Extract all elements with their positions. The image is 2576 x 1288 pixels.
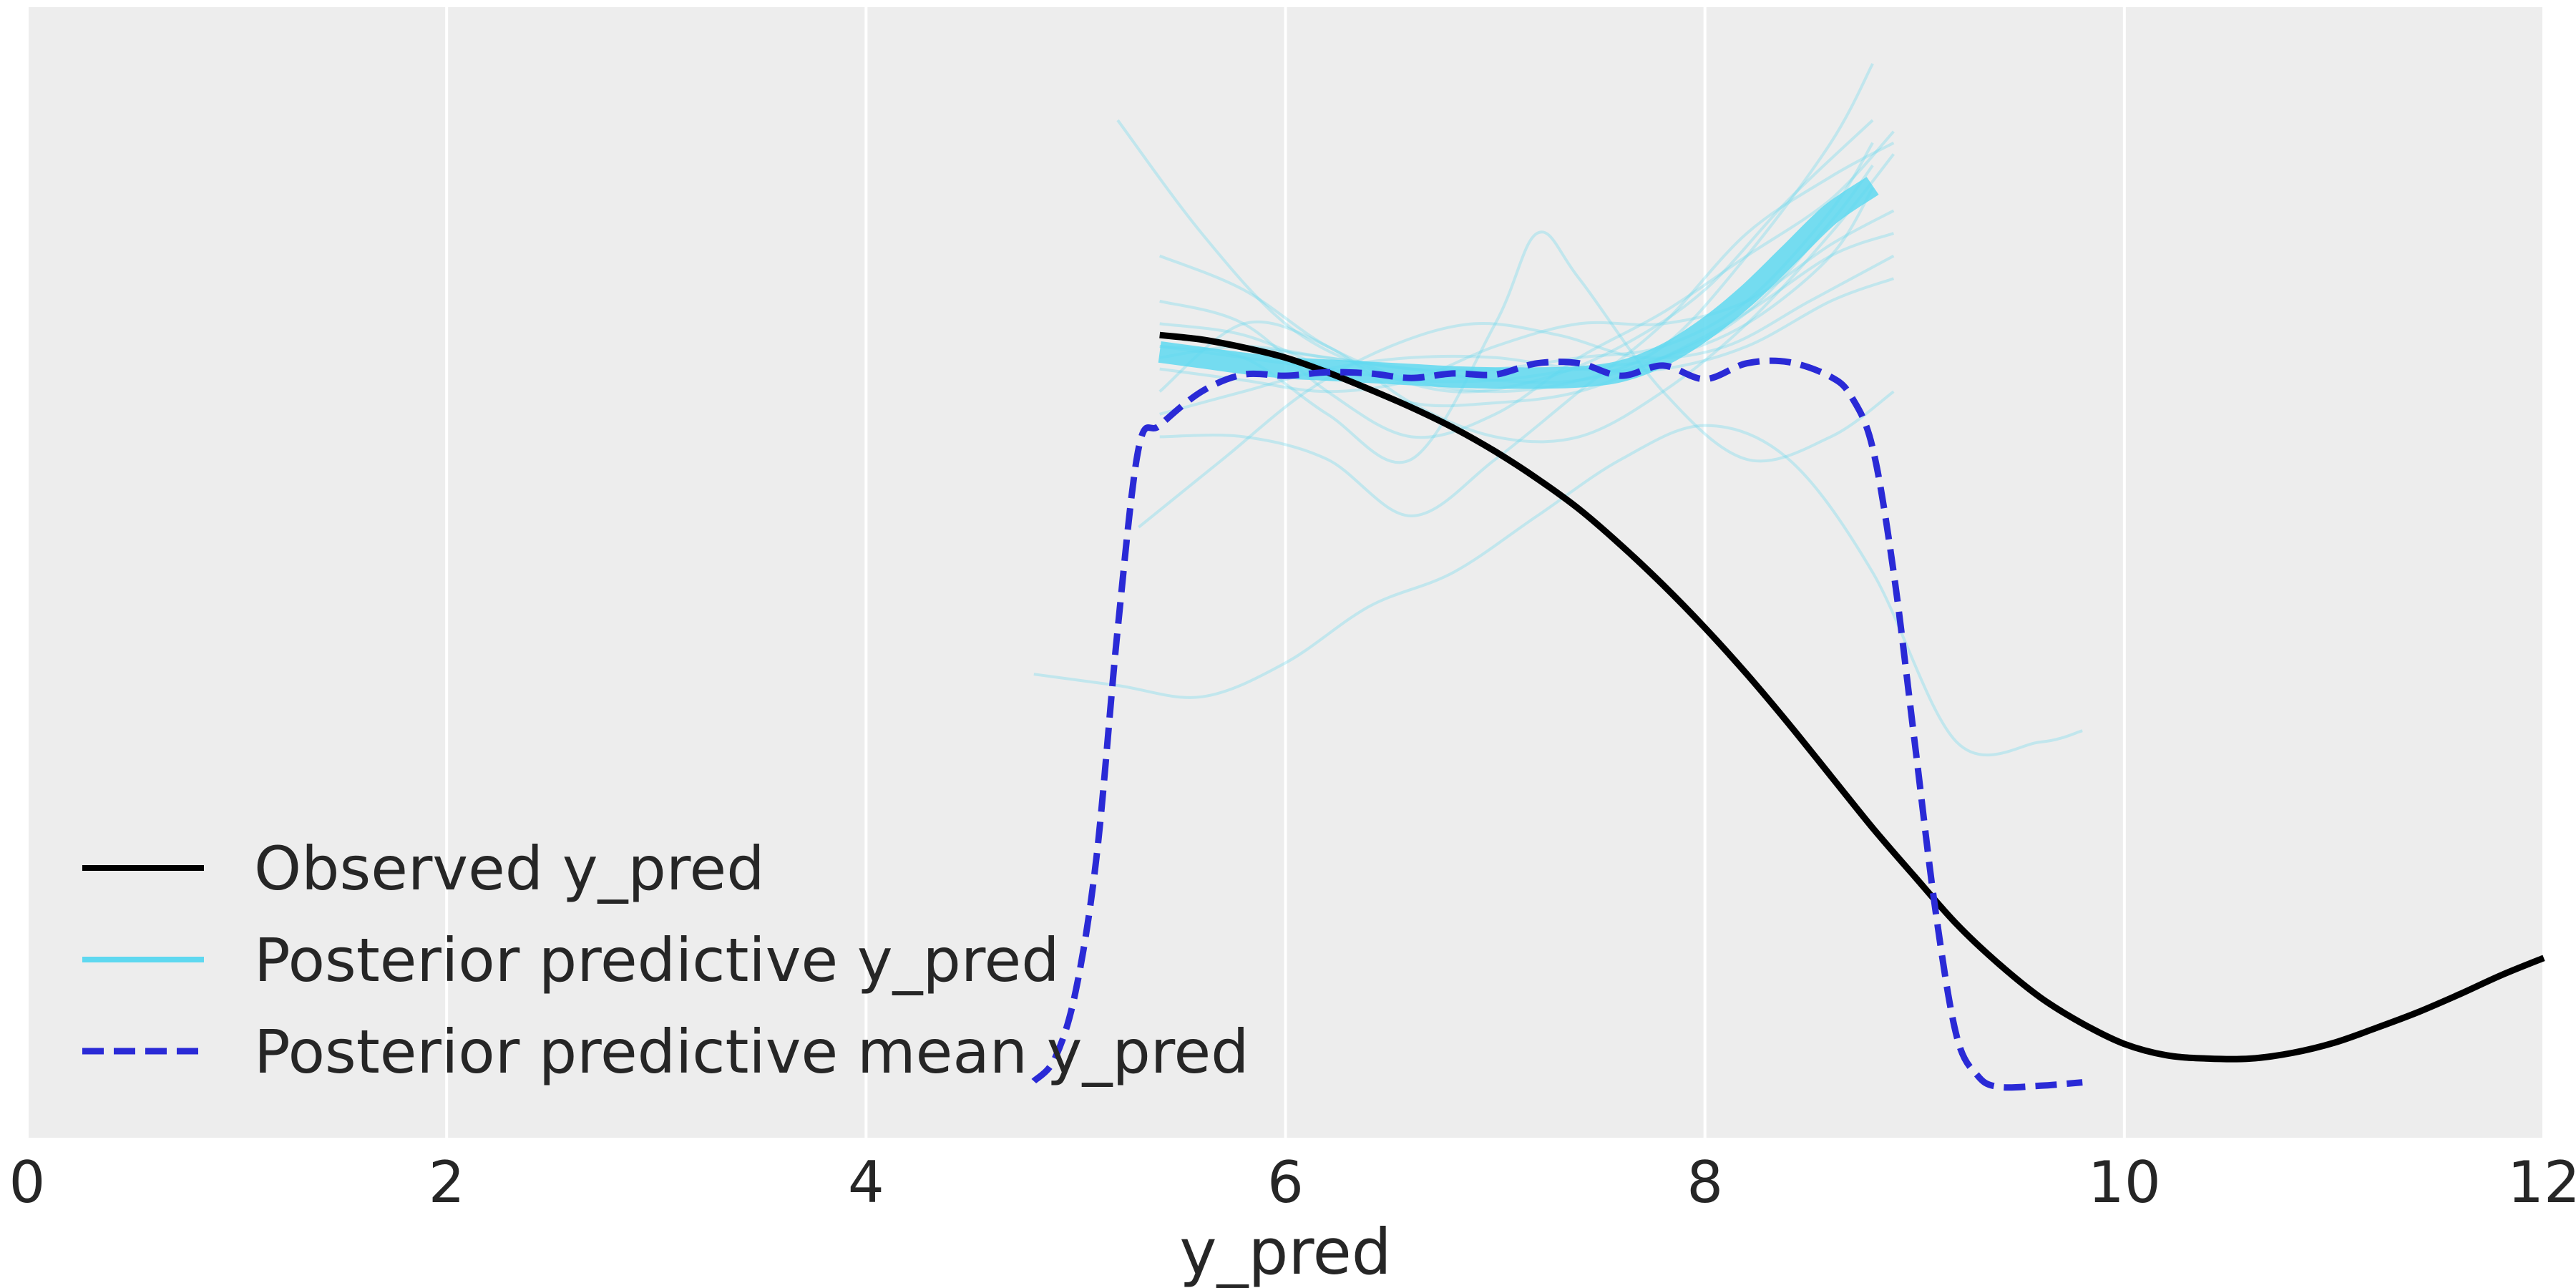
posterior-sample-line — [1138, 254, 1895, 529]
legend-label: Observed y_pred — [254, 834, 765, 904]
posterior-predictive-line — [1158, 177, 1879, 389]
posterior-sample-line — [1158, 153, 1895, 444]
x-tick-label: 8 — [1687, 1149, 1723, 1216]
grid-lines — [26, 7, 2545, 1138]
posterior-sample-curves — [1033, 63, 2083, 756]
legend-label: Posterior predictive mean y_pred — [254, 1017, 1249, 1087]
x-tick-label: 2 — [429, 1149, 465, 1216]
x-tick-label: 10 — [2088, 1149, 2161, 1216]
x-tick-label: 12 — [2507, 1149, 2576, 1216]
x-tick-label: 4 — [848, 1149, 884, 1216]
posterior-sample-line — [1159, 232, 1895, 408]
posterior-sample-line — [1159, 141, 1895, 518]
posterior-sample-line — [1159, 209, 1895, 394]
x-tick-labels: 0 2 4 6 8 10 12 — [9, 1149, 2576, 1216]
chart-series — [1031, 177, 2545, 1091]
observed-line — [1159, 331, 2545, 1063]
legend: Observed y_pred Posterior predictive y_pr… — [82, 834, 1249, 1087]
x-tick-label: 6 — [1267, 1149, 1304, 1216]
x-tick-label: 0 — [9, 1149, 46, 1216]
posterior-sample-line — [1159, 230, 1895, 464]
x-axis-label: y_pred — [1179, 1215, 1391, 1288]
posterior-sample-line — [1116, 119, 1874, 394]
legend-label: Posterior predictive y_pred — [254, 925, 1060, 995]
posterior-sample-line — [1033, 424, 2083, 756]
